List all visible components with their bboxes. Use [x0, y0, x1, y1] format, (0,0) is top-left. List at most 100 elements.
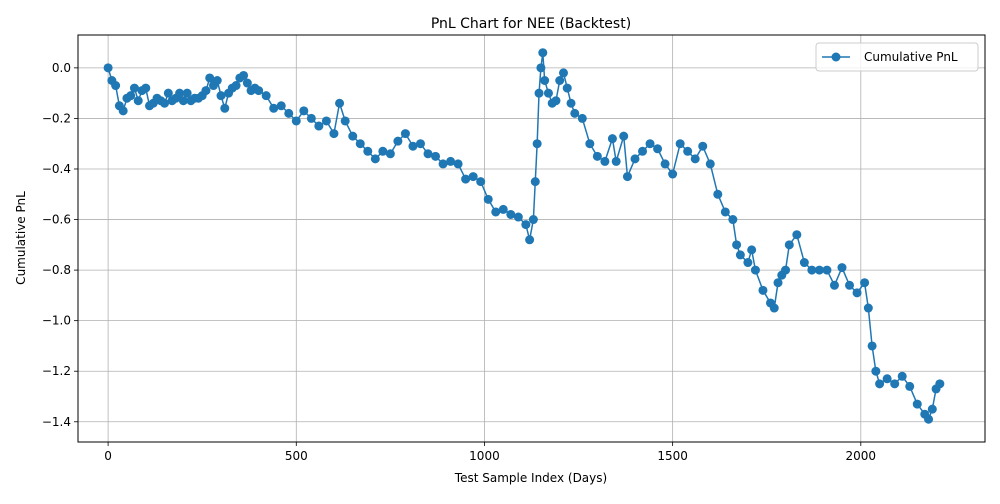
- data-point: [242, 78, 252, 88]
- data-point: [536, 63, 546, 73]
- data-point: [239, 70, 249, 80]
- data-point: [829, 280, 839, 290]
- x-tick-label: 0: [104, 449, 112, 463]
- data-point: [513, 212, 523, 222]
- data-point: [814, 265, 824, 275]
- data-point: [201, 86, 211, 96]
- data-point: [393, 136, 403, 146]
- data-point: [284, 108, 294, 118]
- data-point: [822, 265, 832, 275]
- legend-box: [815, 42, 979, 72]
- data-point: [335, 98, 345, 108]
- plot-frame: [77, 34, 986, 443]
- y-tick-label: −1.0: [42, 314, 71, 328]
- data-point: [453, 159, 463, 169]
- x-tick-label: 1500: [657, 449, 688, 463]
- data-point: [111, 81, 121, 91]
- data-point: [299, 106, 309, 116]
- data-point: [912, 399, 922, 409]
- data-point: [784, 240, 794, 250]
- data-point: [607, 134, 617, 144]
- data-point: [498, 204, 508, 214]
- data-point: [781, 265, 791, 275]
- data-point: [385, 149, 395, 159]
- data-point: [321, 116, 331, 126]
- data-point: [163, 88, 173, 98]
- data-point: [521, 220, 531, 230]
- data-point: [431, 151, 441, 161]
- data-point: [668, 169, 678, 179]
- data-point: [592, 151, 602, 161]
- data-point: [423, 149, 433, 159]
- data-point: [705, 159, 715, 169]
- data-point: [355, 139, 365, 149]
- data-point: [540, 76, 550, 85]
- data-point: [141, 83, 151, 93]
- data-point: [773, 278, 783, 288]
- data-point: [415, 139, 425, 149]
- x-tick-label: 1000: [469, 449, 500, 463]
- data-point: [622, 172, 632, 182]
- y-ticks: −1.4 −1.2 −1.0 −0.8 −0.6 −0.4 −0.2 0.0: [42, 61, 78, 429]
- data-point: [675, 139, 685, 149]
- data-point: [269, 103, 279, 113]
- data-point: [611, 156, 621, 166]
- y-tick-label: −0.4: [42, 162, 71, 176]
- legend-circle-marker: [831, 52, 841, 62]
- data-point: [927, 404, 937, 414]
- data-point: [220, 103, 230, 113]
- data-point: [378, 146, 388, 156]
- data-point: [261, 91, 271, 101]
- data-point: [530, 177, 540, 187]
- data-point: [446, 156, 456, 166]
- data-point: [743, 258, 753, 268]
- data-point: [799, 258, 809, 268]
- data-point: [562, 83, 572, 93]
- data-point: [314, 121, 324, 131]
- data-point: [566, 98, 576, 108]
- data-point: [837, 263, 847, 273]
- x-axis-label: Test Sample Index (Days): [454, 471, 607, 485]
- y-tick-label: −0.8: [42, 263, 71, 277]
- data-point: [103, 63, 113, 73]
- data-point: [118, 106, 128, 116]
- x-ticks: 0 500 1000 1500 2000: [104, 442, 876, 463]
- data-point: [653, 144, 663, 154]
- data-point: [890, 379, 900, 389]
- data-point: [129, 83, 139, 93]
- data-point: [212, 76, 222, 85]
- data-point: [807, 265, 817, 275]
- data-point: [690, 154, 700, 164]
- data-point: [178, 96, 188, 106]
- data-point: [476, 177, 486, 187]
- data-point: [558, 68, 568, 78]
- data-point: [491, 207, 501, 217]
- data-point: [713, 189, 723, 199]
- data-point: [732, 240, 742, 250]
- data-point: [747, 245, 757, 255]
- data-point: [882, 374, 892, 384]
- data-point: [585, 139, 595, 149]
- data-point: [871, 366, 881, 376]
- data-point: [400, 129, 410, 139]
- data-point: [735, 250, 745, 260]
- legend: Cumulative PnL: [815, 42, 979, 72]
- data-point: [348, 131, 358, 141]
- data-point: [555, 76, 565, 85]
- data-point: [532, 139, 542, 149]
- data-point: [468, 172, 478, 182]
- data-point: [660, 159, 670, 169]
- y-axis-label: Cumulative PnL: [14, 191, 28, 285]
- data-point: [506, 209, 516, 219]
- data-point: [551, 96, 561, 106]
- data-point: [205, 73, 215, 83]
- data-point: [340, 116, 350, 126]
- data-point: [645, 139, 655, 149]
- data-point: [720, 207, 730, 217]
- data-point: [875, 379, 885, 389]
- series-layer: [103, 48, 945, 424]
- data-point: [461, 174, 471, 184]
- data-point: [845, 280, 855, 290]
